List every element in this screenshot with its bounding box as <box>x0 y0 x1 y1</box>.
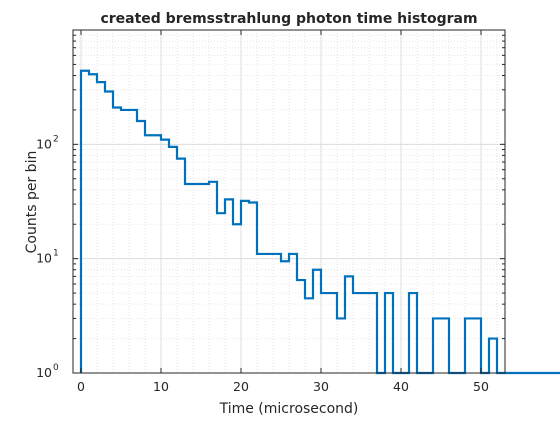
x-tick-label: 50 <box>473 379 489 394</box>
axes-box <box>72 29 506 374</box>
y-tick-exponent: 0 <box>53 363 59 373</box>
y-axis-label: Counts per bin <box>24 151 40 254</box>
x-tick-label: 0 <box>77 379 85 394</box>
grid-layer <box>73 30 505 374</box>
y-tick-label: 10 <box>36 251 52 266</box>
axes-frame <box>72 29 506 374</box>
x-tick-label: 30 <box>313 379 329 394</box>
y-tick-exponent: 1 <box>53 249 59 259</box>
chart-title: created bremsstrahlung photon time histo… <box>100 11 477 27</box>
x-axis-label: Time (microsecond) <box>219 401 359 417</box>
x-tick-label: 10 <box>153 379 169 394</box>
y-tick-label: 10 <box>36 136 52 151</box>
y-tick-exponent: 2 <box>53 134 59 144</box>
y-tick-label: 10 <box>36 365 52 380</box>
x-tick-label: 40 <box>393 379 409 394</box>
x-tick-label: 20 <box>233 379 249 394</box>
